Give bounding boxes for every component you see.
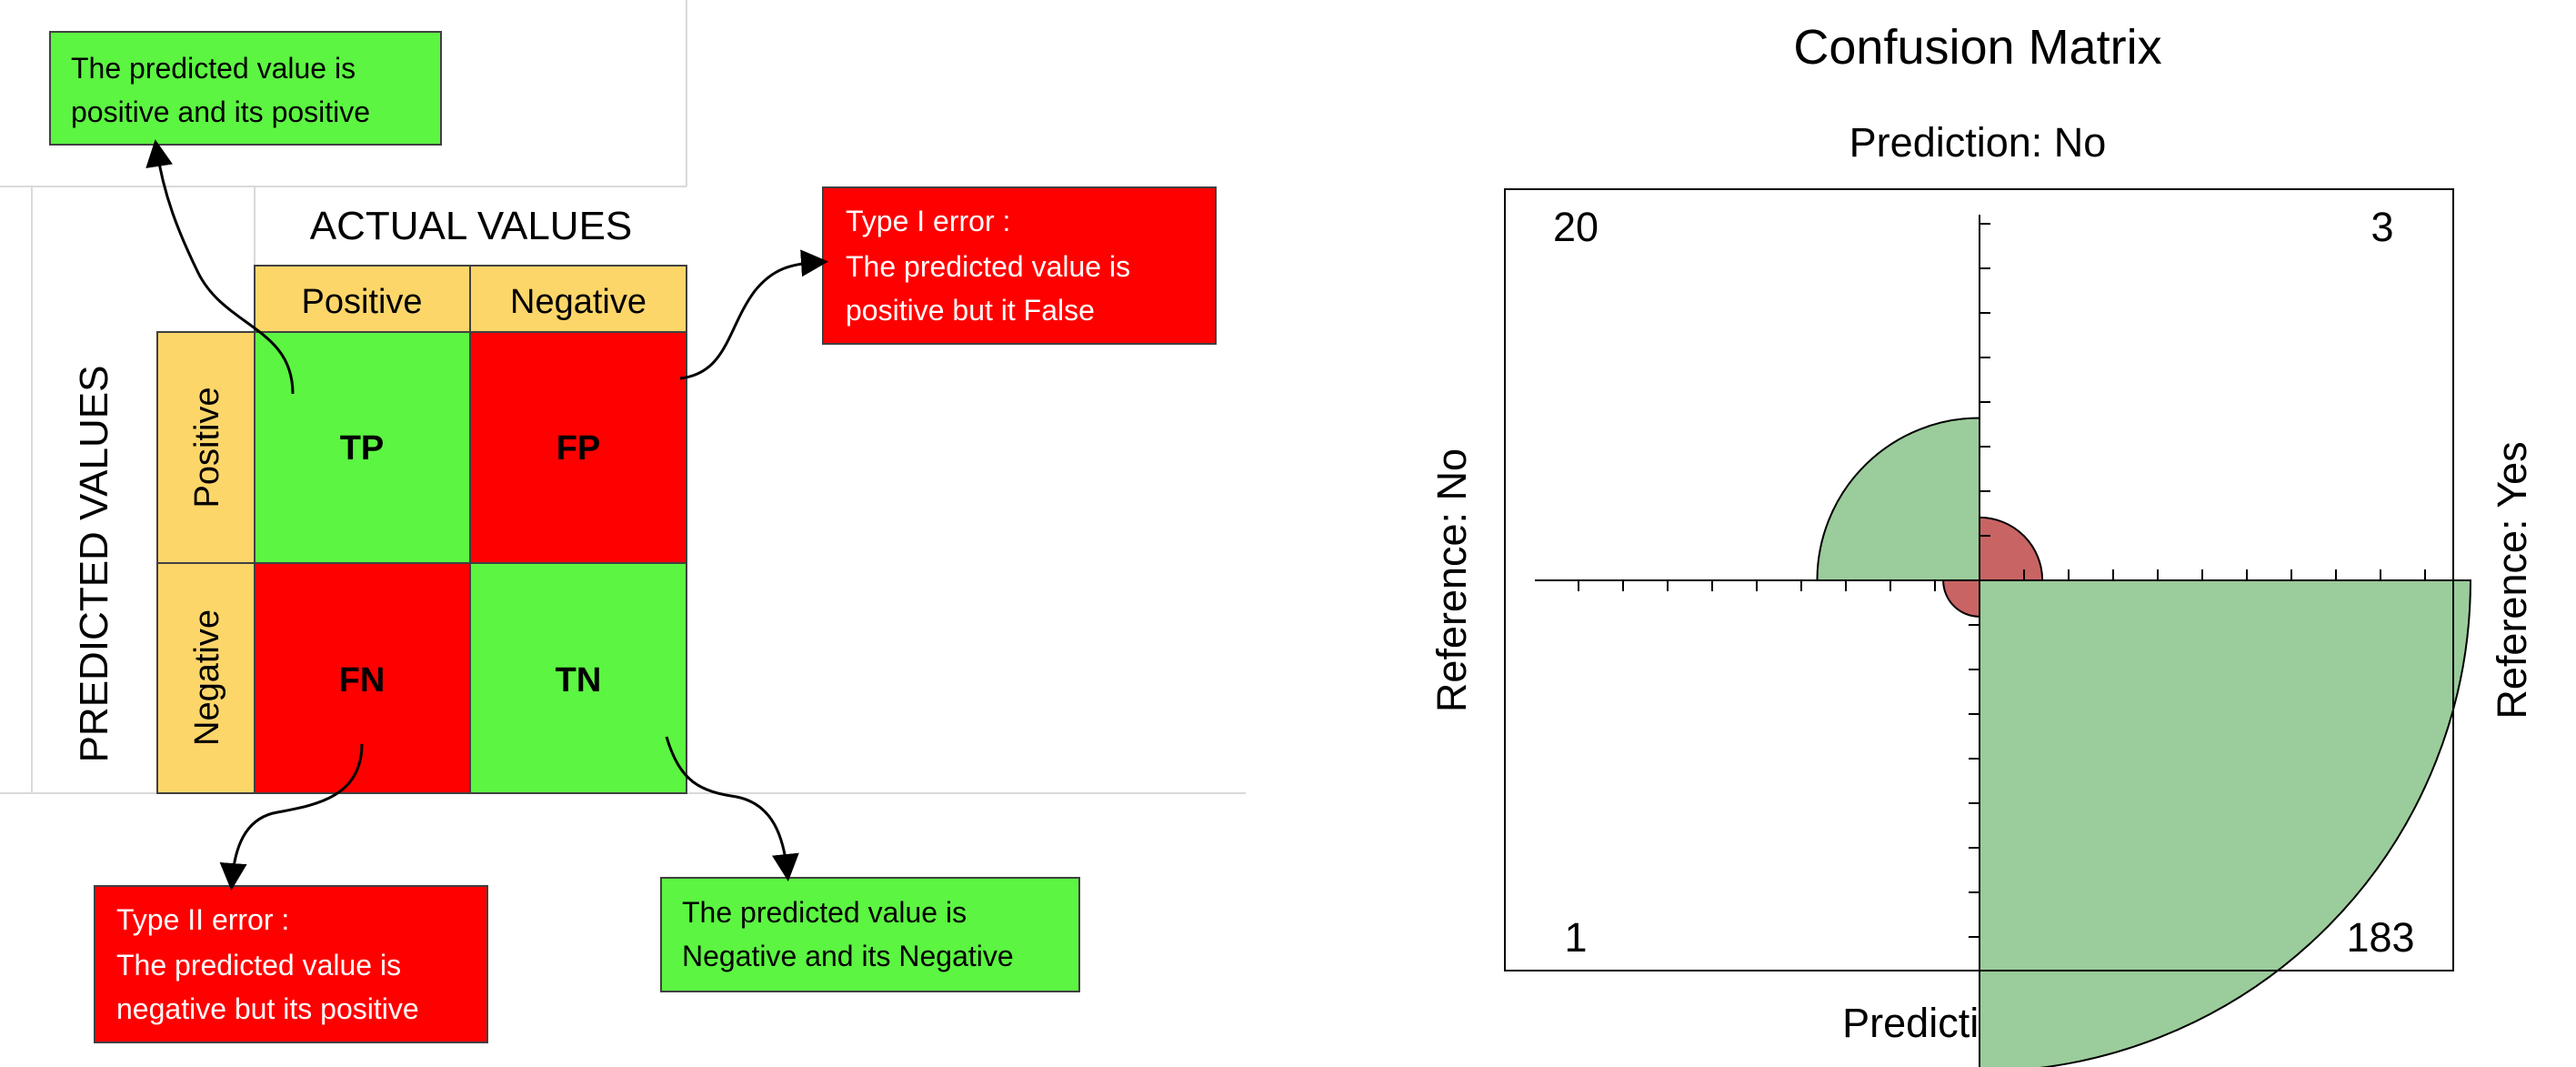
predicted-positive-header — [156, 331, 256, 564]
fn-label: FN — [339, 661, 386, 700]
arrow-tp — [145, 139, 295, 395]
axis-ticks — [1535, 215, 2446, 970]
left-axis-label: Reference: No — [1428, 448, 1475, 712]
arrow-tn — [665, 736, 799, 881]
svg-text:The predicted value is: The predicted value is Negative and its … — [682, 896, 1014, 972]
predicted-values-header: PREDICTED VALUES — [72, 366, 116, 763]
top-axis-label: Prediction: No — [1849, 119, 2107, 166]
callout-fn: Type II error : The predicted value is n… — [94, 885, 488, 1043]
cell-value-top-right: 3 — [2371, 204, 2393, 250]
actual-negative-label: Negative — [510, 283, 647, 321]
fourfold-chart: Confusion Matrix Prediction: No Predicti… — [1428, 20, 2535, 1067]
arrow-fp — [679, 249, 828, 380]
cell-fp — [469, 331, 687, 564]
fourfold-wedges — [1816, 417, 2472, 1067]
predicted-positive-label: Positive — [188, 387, 226, 508]
tp-label: TP — [340, 429, 385, 468]
callout-tn-line: Negative and its Negative — [682, 940, 1014, 972]
arrow-fn — [219, 743, 364, 891]
svg-text:Type I error : The pre: Type I error : The predicted value is po… — [846, 205, 1138, 327]
actual-values-header: ACTUAL VALUES — [310, 204, 633, 248]
actual-positive-header — [254, 265, 471, 333]
callout-fn-line: negative but its positive — [116, 992, 419, 1025]
callout-tn: The predicted value is Negative and its … — [660, 877, 1080, 992]
predicted-negative-label: Negative — [188, 609, 226, 746]
svg-text:Type II error : The pr: Type II error : The predicted value is n… — [116, 903, 419, 1025]
wedge-bottom-left — [1942, 579, 1980, 618]
confusion-diagram: ACTUAL VALUES Positive Negative PREDICTE… — [0, 0, 1246, 1043]
right-axis-label: Reference: Yes — [2489, 441, 2535, 719]
wedge-bottom-right — [1979, 579, 2472, 1067]
actual-positive-label: Positive — [301, 283, 422, 321]
callout-arrows — [145, 139, 828, 891]
callout-fp: Type I error : The predicted value is po… — [822, 186, 1217, 345]
callout-fn-line: Type II error : — [116, 903, 289, 936]
fp-label: FP — [556, 429, 601, 468]
callout-tp-line: The predicted value is — [71, 52, 356, 85]
callout-fn-line: The predicted value is — [116, 949, 401, 981]
tn-label: TN — [556, 661, 602, 700]
chart-frame — [1504, 188, 2454, 971]
predicted-negative-header — [156, 562, 256, 794]
callout-tn-line: The predicted value is — [682, 896, 967, 929]
cell-tp — [254, 331, 471, 564]
cell-value-top-left: 20 — [1553, 204, 1599, 250]
callout-fp-line: Type I error : — [846, 205, 1010, 237]
callout-tp-line: positive and its positive — [71, 96, 370, 128]
callout-fp-line: The predicted value is — [846, 250, 1130, 283]
cell-tn — [469, 562, 687, 794]
callout-fp-line: positive but it False — [846, 294, 1095, 327]
cell-value-bottom-left: 1 — [1564, 914, 1587, 961]
svg-text:The predicted value is: The predicted value is positive and its … — [71, 52, 370, 128]
wedge-top-right — [1979, 516, 2044, 581]
cell-value-bottom-right: 183 — [2346, 914, 2414, 961]
wedge-top-left — [1816, 417, 1980, 581]
chart-title: Confusion Matrix — [1793, 20, 2161, 75]
callout-tp: The predicted value is positive and its … — [49, 31, 442, 146]
cell-values: 20 3 1 183 — [1553, 204, 2415, 961]
